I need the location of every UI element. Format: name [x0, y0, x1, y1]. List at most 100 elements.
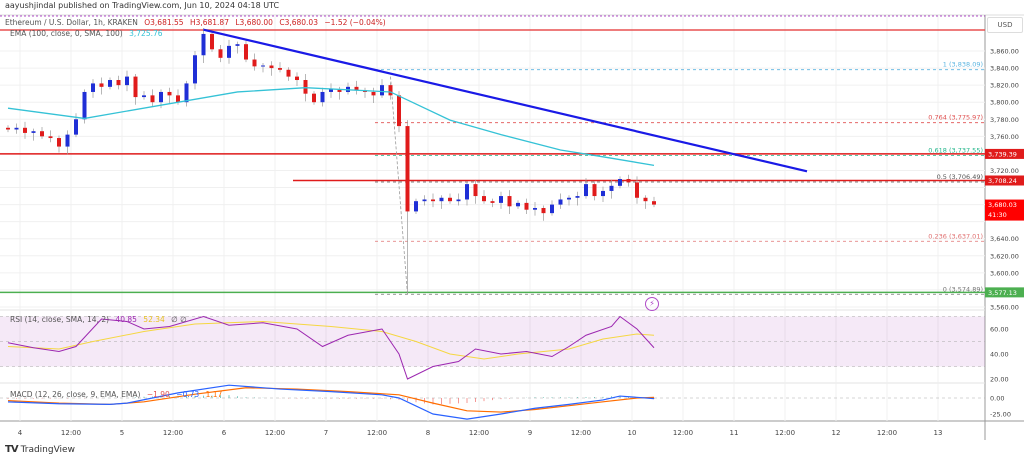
brand-name: TradingView [20, 444, 75, 455]
tradingview-logo[interactable]: TV TradingView [5, 444, 75, 455]
price-tick-label: 3,780.00 [990, 116, 1019, 124]
low-value: L3,680.00 [235, 18, 273, 27]
candle-bearish [482, 196, 486, 202]
price-badge [985, 287, 1024, 298]
rsi-line [7, 315, 655, 380]
candle-bullish [65, 134, 70, 147]
candle-bullish [91, 83, 95, 92]
candle-bearish [431, 199, 435, 202]
fib-level-label: 1 (3,838.09) [943, 61, 983, 69]
candle-bullish [74, 119, 78, 135]
candle-bearish [303, 80, 308, 94]
price-tick-label: 3,820.00 [990, 82, 1019, 90]
candle-bullish [125, 76, 129, 86]
price-tick-label: 3,800.00 [990, 99, 1019, 107]
macd-tick-label: -25.00 [990, 411, 1011, 419]
time-tick-label: 12:00 [571, 429, 591, 437]
time-tick-label: 5 [120, 429, 124, 437]
candle-bearish [652, 201, 656, 205]
candle-bullish [380, 85, 384, 96]
countdown-label: 41:30 [988, 211, 1007, 219]
candle-bearish [473, 184, 478, 197]
candle-bullish [31, 131, 36, 133]
time-tick-label: 4 [18, 429, 23, 437]
macd-legend[interactable]: MACD (12, 26, close, 9, EMA, EMA) −1.90 … [10, 390, 226, 399]
candle-bearish [48, 136, 53, 139]
current-price-label: 3,680.03 [988, 201, 1017, 209]
time-tick-label: 6 [222, 429, 227, 437]
candle-bullish [618, 178, 622, 186]
symbol-name[interactable]: Ethereum / U.S. Dollar, 1h, KRAKEN [5, 18, 138, 27]
candle-bullish [456, 199, 461, 202]
time-tick-label: 8 [426, 429, 430, 437]
candle-bearish [337, 89, 342, 92]
candle-bearish [167, 91, 172, 96]
time-tick-label: 12:00 [469, 429, 489, 437]
price-tick-label: 3,840.00 [990, 65, 1019, 73]
candle-bearish [541, 208, 546, 214]
high-value: H3,681.87 [189, 18, 229, 27]
candle-bullish [320, 91, 325, 103]
time-tick-label: 12:00 [877, 429, 897, 437]
fib-level-label: 0.236 (3,637.01) [928, 232, 983, 240]
rsi-legend[interactable]: RSI (14, close, SMA, 14, 2) 40.85 52.34 … [10, 315, 191, 324]
candle-bullish [422, 199, 427, 202]
candle-bearish [99, 83, 104, 87]
candle-bearish [269, 65, 274, 69]
candle-bullish [329, 89, 333, 92]
candle-bearish [133, 76, 138, 98]
candle-bearish [57, 138, 61, 147]
time-tick-label: 12:00 [265, 429, 285, 437]
macd-value: −0.73 [176, 390, 200, 399]
price-tick-label: 3,860.00 [990, 48, 1019, 56]
candle-bearish [176, 95, 180, 103]
candle-bullish [159, 91, 163, 103]
candle-bearish [490, 201, 495, 203]
fib-level-label: 0.5 (3,706.49) [937, 173, 983, 181]
fib-level-label: 0 (3,574.89) [943, 285, 983, 293]
time-tick-label: 7 [324, 429, 328, 437]
bearish-trendline [203, 28, 808, 173]
fib-level-label: 0.764 (3,775.97) [928, 114, 983, 122]
rsi-label: RSI (14, close, SMA, 14, 2) [10, 315, 110, 324]
macd-tick-label: 0.00 [990, 395, 1004, 403]
ema-value: 3,725.76 [129, 29, 163, 38]
candle-bullish [533, 208, 537, 210]
time-tick-label: 12:00 [61, 429, 81, 437]
candle-bullish [235, 44, 240, 46]
candle-bullish [261, 65, 265, 67]
candle-bearish [116, 80, 121, 86]
price-tick-label: 3,620.00 [990, 252, 1019, 260]
candle-bearish [371, 91, 376, 96]
candle-bearish [635, 182, 639, 198]
time-tick-label: 9 [528, 429, 532, 437]
candle-bullish [465, 184, 469, 200]
price-tick-label: 3,600.00 [990, 269, 1019, 277]
candle-bearish [592, 184, 597, 197]
candle-bearish [218, 49, 223, 58]
lightning-icon[interactable]: ⚡ [645, 297, 659, 311]
candle-bearish [397, 95, 401, 127]
candle-bearish [278, 68, 282, 70]
candle-bullish [558, 199, 563, 205]
candle-bullish [201, 33, 206, 56]
time-tick-label: 11 [730, 429, 739, 437]
close-value: C3,680.03 [279, 18, 318, 27]
candle-bearish [295, 76, 299, 81]
candle-bullish [227, 45, 231, 58]
candle-bullish [439, 197, 444, 202]
time-tick-label: 12:00 [673, 429, 693, 437]
candle-bearish [448, 197, 452, 202]
candle-bearish [388, 85, 393, 96]
candle-bearish [643, 197, 648, 202]
currency-button[interactable]: USD [987, 17, 1023, 33]
time-tick-label: 12:00 [775, 429, 795, 437]
ema-legend[interactable]: EMA (100, close, 0, SMA, 100) 3,725.76 [10, 29, 167, 38]
publish-info: aayushjindal published on TradingView.co… [5, 1, 280, 10]
candle-bearish [40, 131, 44, 137]
price-tick-label: 3,640.00 [990, 235, 1019, 243]
price-tick-label: 3,560.00 [990, 303, 1019, 311]
candle-bearish [244, 44, 248, 60]
time-tick-label: 12:00 [367, 429, 387, 437]
